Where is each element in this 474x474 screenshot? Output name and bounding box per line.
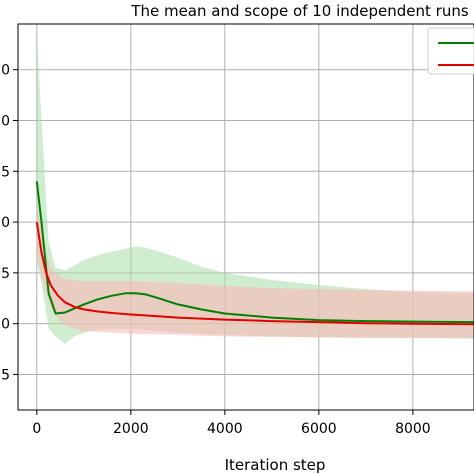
- y-tick-label: 5: [1, 266, 10, 282]
- x-axis-label: Iteration step: [225, 456, 326, 474]
- series-lines: [35, 181, 474, 326]
- y-tick-label: 5: [1, 164, 10, 180]
- plot-frame: [17, 23, 474, 411]
- x-tick-label: 4000: [207, 421, 243, 437]
- x-tick-label: 2000: [113, 421, 149, 437]
- series-2-scope-band: [36, 201, 474, 338]
- series-1-scope-band: [36, 34, 474, 344]
- legend: [427, 27, 474, 75]
- legend-box: [427, 27, 474, 75]
- grid: [18, 24, 474, 410]
- x-tick-label: 0: [32, 421, 41, 437]
- axis-ticks: 0 2000 4000 6000 8000 5 0 5 0 5 0 0: [1, 63, 431, 437]
- y-tick-label: 5: [1, 367, 10, 383]
- series-1-mean-line: [35, 181, 474, 324]
- y-tick-label: 0: [1, 215, 10, 231]
- x-tick-label: 8000: [395, 421, 431, 437]
- series-bands: [36, 34, 474, 344]
- series-2-mean-line: [35, 221, 474, 326]
- y-tick-label: 0: [1, 317, 10, 333]
- y-tick-label: 0: [1, 114, 10, 130]
- y-tick-label: 0: [1, 63, 10, 79]
- chart-title: The mean and scope of 10 independent run…: [130, 2, 469, 20]
- x-tick-label: 6000: [301, 421, 337, 437]
